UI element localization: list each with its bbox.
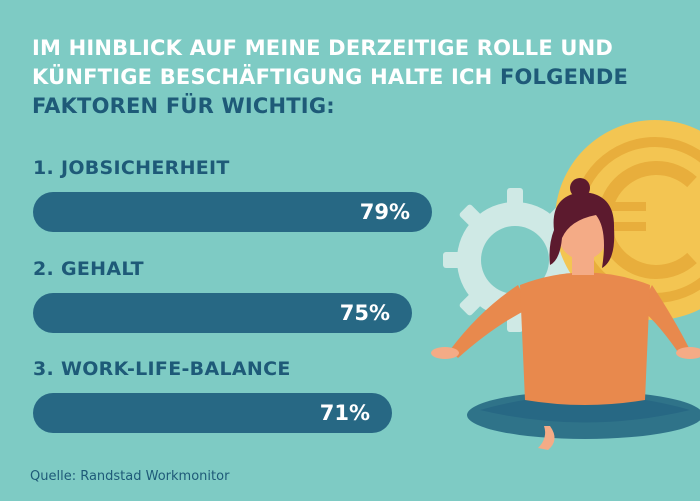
category-label: 1. JOBSICHERHEIT <box>33 157 230 179</box>
value-label: 79% <box>359 200 410 224</box>
value-label: 71% <box>319 401 370 425</box>
category-label: 2. GEHALT <box>33 258 144 280</box>
illustration <box>431 120 700 450</box>
bar: 71% <box>33 393 392 433</box>
category-label: 3. WORK-LIFE-BALANCE <box>33 358 291 380</box>
bar: 79% <box>33 192 432 232</box>
bar: 75% <box>33 293 412 333</box>
chart-title: IM HINBLICK AUF MEINE DERZEITIGE ROLLE U… <box>32 36 629 118</box>
value-label: 75% <box>339 301 390 325</box>
title-highlight: FOLGENDE FAKTOREN FÜR WICHTIG: <box>32 65 629 118</box>
source-note: Quelle: Randstad Workmonitor <box>30 469 230 484</box>
meditating-person-icon <box>431 178 700 450</box>
